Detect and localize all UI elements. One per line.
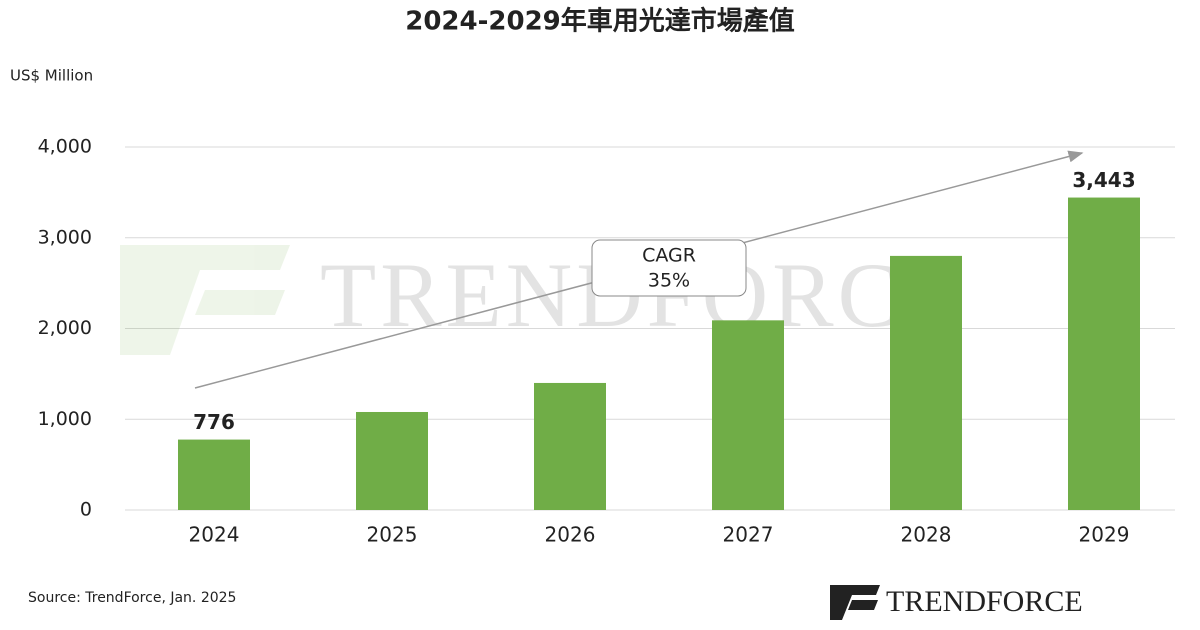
x-tick-label: 2028: [901, 523, 952, 547]
y-axis-label: US$ Million: [10, 67, 93, 85]
bars: [178, 197, 1140, 511]
x-tick-label: 2024: [189, 523, 240, 547]
grid: [125, 146, 1175, 511]
x-tick-label: 2029: [1079, 523, 1130, 547]
y-tick-label: 0: [80, 499, 92, 521]
chart-title: 2024-2029年車用光達市場產值: [405, 6, 795, 37]
x-tick-label: 2026: [545, 523, 596, 547]
data-label: 776: [193, 410, 235, 434]
bar: [534, 382, 606, 510]
y-tick-label: 1,000: [38, 408, 92, 430]
bar: [356, 411, 428, 510]
y-tick-label: 4,000: [38, 136, 92, 158]
bar: [890, 255, 962, 510]
annotation: CAGR: [642, 245, 696, 267]
bar: [1068, 197, 1140, 511]
x-tick-label: 2025: [367, 523, 418, 547]
logo-text: TRENDFORCE: [886, 585, 1083, 618]
annotation-box: [591, 239, 747, 297]
watermark-icon: [120, 245, 290, 355]
watermark: TRENDFORCE: [120, 244, 959, 355]
y-tick-label: 2,000: [38, 317, 92, 339]
bar: [178, 439, 250, 510]
source: Source: TrendForce, Jan. 2025: [28, 590, 236, 606]
data-label: 3,443: [1072, 168, 1135, 192]
annotation: 35%: [648, 270, 690, 292]
logo-icon: [830, 585, 880, 620]
y-tick-label: 3,000: [38, 226, 92, 248]
bar: [712, 320, 784, 510]
x-tick-label: 2027: [723, 523, 774, 547]
